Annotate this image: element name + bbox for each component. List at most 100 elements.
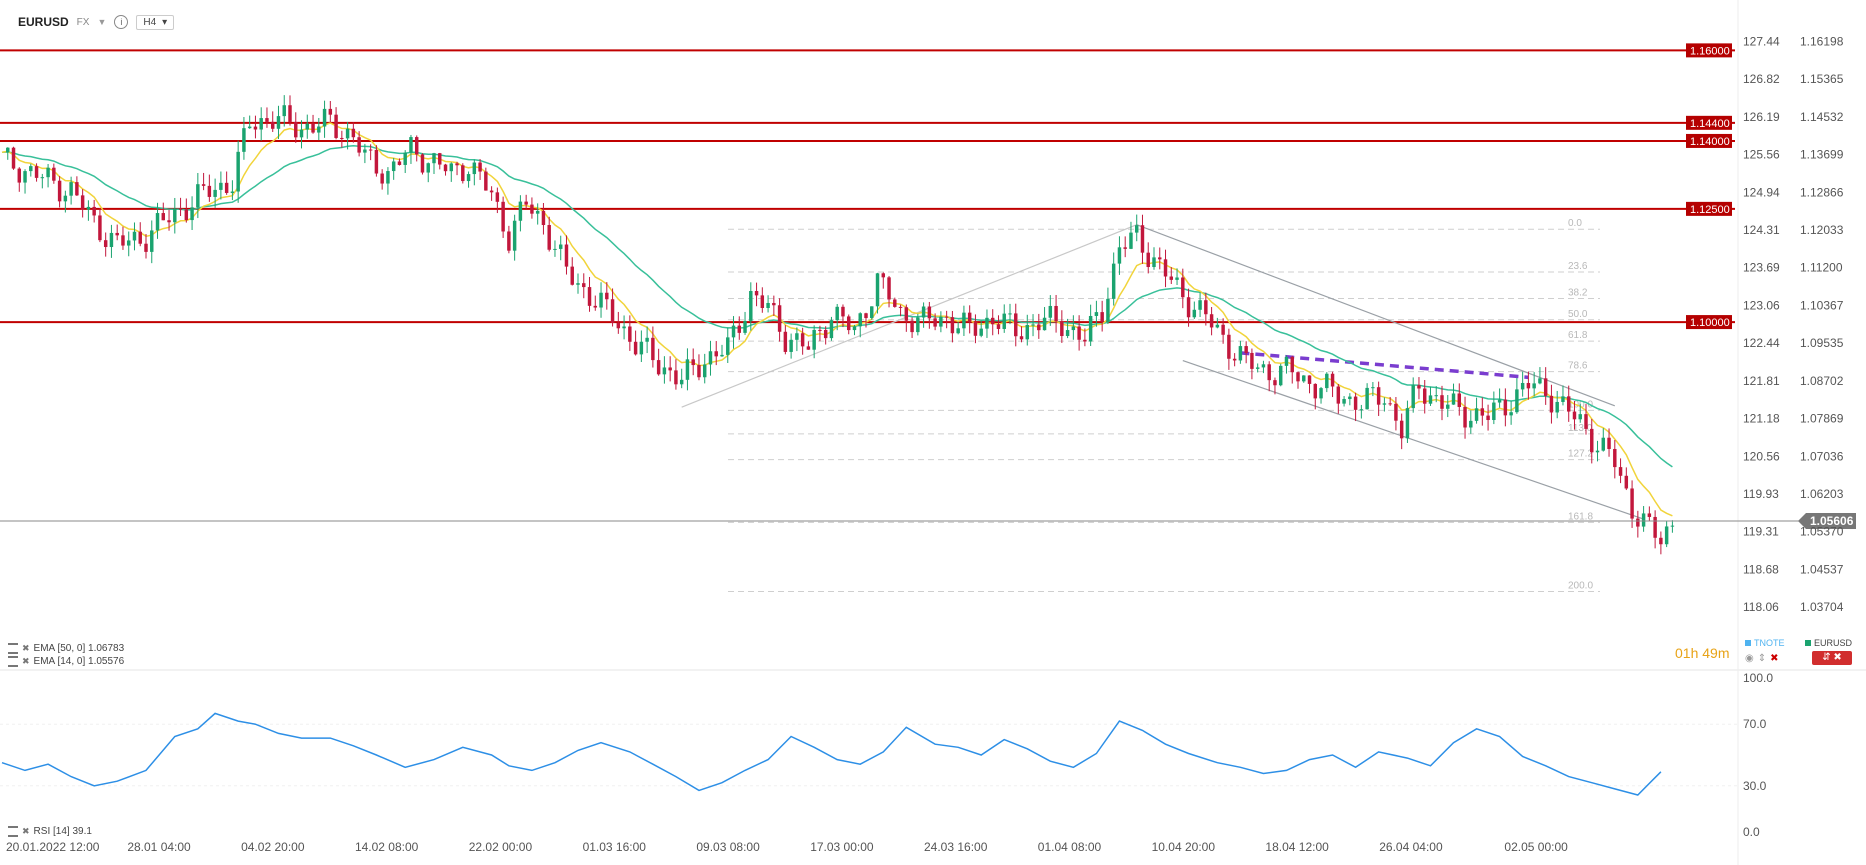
settings-icon[interactable] (8, 826, 18, 837)
candle-body (645, 337, 649, 342)
candle-body (1175, 277, 1179, 280)
fibonacci-retracement[interactable]: 0.023.638.250.061.878.6100.0113.0127.216… (728, 218, 1600, 593)
candle-body (916, 317, 920, 333)
candle-body (80, 195, 85, 210)
close-icon[interactable]: ✖ (22, 643, 30, 653)
candle-body (374, 149, 379, 174)
level-price-label: 1.16000 (1690, 45, 1730, 57)
candle-body (1394, 403, 1398, 421)
close-icon[interactable]: ✖ (22, 656, 30, 666)
candle-body (155, 213, 160, 231)
fib-label: 78.6 (1568, 361, 1588, 372)
fib-label: 61.8 (1568, 330, 1588, 341)
y-tick-right-label: 1.12033 (1800, 223, 1844, 237)
candle-body (1204, 300, 1208, 315)
settings-icon[interactable] (8, 656, 18, 667)
candle-body (184, 209, 189, 221)
candle-body (1440, 395, 1444, 409)
candle-body (558, 244, 563, 249)
candle-body (1549, 395, 1554, 413)
candle-body (1613, 448, 1617, 468)
y-tick-left-label: 126.82 (1743, 72, 1780, 86)
rsi-label[interactable]: ✖ RSI [14] 39.1 (8, 826, 92, 837)
candle-body (881, 273, 886, 278)
candle-body (1267, 364, 1271, 381)
legend-eurusd[interactable]: EURUSD (1805, 638, 1852, 648)
candle-body (1152, 257, 1156, 268)
legend-tnote[interactable]: TNOTE (1745, 638, 1785, 648)
rsi-panel: 100.0 70.0 30.0 0.0 (0, 671, 1773, 839)
x-tick-label: 01.04 08:00 (1038, 840, 1102, 854)
candle-body (57, 180, 62, 202)
ema50-label[interactable]: ✖ EMA [50, 0] 1.06783 (8, 643, 124, 654)
level-price-label: 1.10000 (1690, 317, 1730, 329)
candle-body (547, 225, 551, 250)
eurusd-compare-button[interactable]: ⇵ ✖ (1812, 651, 1852, 665)
level-price-label: 1.14400 (1690, 118, 1730, 130)
y-tick-left-label: 118.68 (1743, 562, 1779, 576)
timeframe-value: H4 (143, 16, 157, 28)
tnote-swatch (1745, 640, 1751, 646)
candle-body (950, 317, 955, 334)
candle-body (1014, 313, 1018, 337)
ema14-label[interactable]: ✖ EMA [14, 0] 1.05576 (8, 656, 124, 667)
candle-body (299, 129, 304, 138)
close-icon[interactable]: ✖ (22, 826, 30, 836)
candle-body (11, 147, 16, 169)
candle-body (898, 306, 903, 308)
candle-body (622, 326, 626, 329)
candle-body (150, 230, 154, 252)
y-tick-right-label: 1.04537 (1800, 562, 1844, 576)
candle-body (835, 306, 839, 321)
eye-icon[interactable]: ◉ (1745, 653, 1754, 664)
settings-icon[interactable] (8, 643, 18, 654)
candle-body (1255, 367, 1260, 369)
y-tick-left-label: 124.94 (1743, 185, 1780, 199)
candle-body (852, 326, 857, 331)
candle-body (1538, 378, 1542, 384)
symbol-label[interactable]: EURUSD (18, 15, 69, 29)
candle-body (386, 171, 390, 184)
candle-body (570, 266, 574, 285)
horizontal-levels[interactable]: 1.16000 1.14400 1.14000 1.12500 1.10000 (0, 43, 1735, 330)
sort-icon[interactable]: ⇕ (1757, 653, 1767, 664)
candle-body (1042, 317, 1047, 331)
candle-body (1572, 411, 1577, 420)
x-tick-label: 26.04 04:00 (1379, 840, 1443, 854)
candle-body (1146, 252, 1150, 268)
level-tag (1686, 201, 1732, 216)
candle-body (628, 326, 632, 342)
candle-body (656, 360, 661, 375)
candle-body (1037, 324, 1041, 331)
candle-body (1313, 383, 1318, 399)
y-tick-right-label: 1.05370 (1800, 525, 1844, 539)
candle-body (553, 248, 557, 250)
countdown-hours: 01 (1675, 645, 1691, 661)
candle-body (933, 318, 937, 327)
y-tick-left-label: 119.31 (1743, 525, 1779, 539)
candle-body (1417, 385, 1421, 389)
candle-body (328, 108, 333, 115)
candle-body (582, 283, 586, 288)
x-tick-label: 17.03 00:00 (810, 840, 874, 854)
candle-body (944, 316, 949, 318)
candle-body (443, 164, 448, 172)
candle-body (63, 195, 68, 202)
candle-body (749, 290, 753, 321)
candle-body (17, 168, 22, 183)
chevron-down-icon[interactable]: ▼ (97, 17, 107, 27)
info-icon[interactable]: i (114, 15, 129, 29)
candle-body (1330, 373, 1335, 387)
candle-body (207, 185, 212, 197)
candle-body (1088, 315, 1093, 342)
candle-body (1215, 324, 1220, 328)
candle-body (1601, 437, 1606, 451)
timeframe-select[interactable]: H4 ▾ (136, 14, 175, 30)
close-icon[interactable]: ✖ (1770, 653, 1779, 664)
candle-body (599, 292, 603, 308)
candle-body (1555, 401, 1559, 413)
candle-body (800, 333, 805, 347)
candle-body (414, 137, 419, 155)
